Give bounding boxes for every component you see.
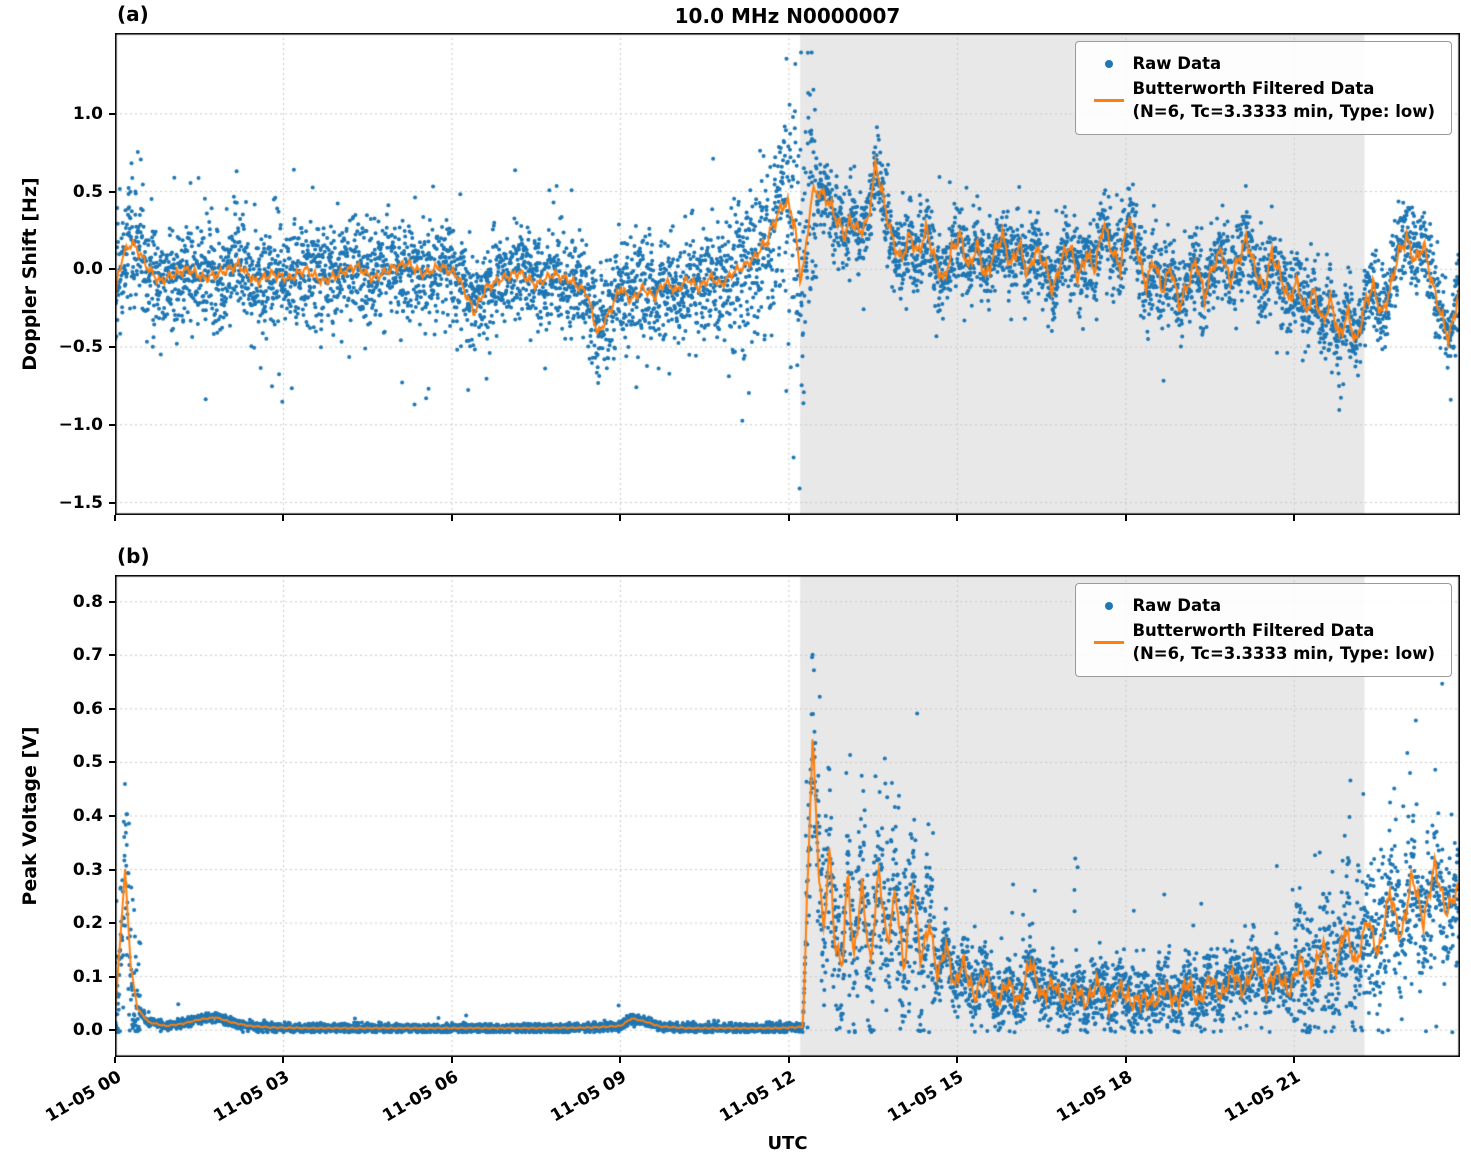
- legend-raw-entry: Raw Data: [1086, 53, 1435, 76]
- y-tick-label: 0.3: [72, 859, 103, 880]
- x-tick-mark: [619, 515, 622, 521]
- x-tick-label: 11-05 21: [1221, 1067, 1305, 1127]
- y-tick-label: 0.4: [72, 806, 103, 826]
- y-tick-mark: [109, 975, 115, 978]
- y-tick-label: 0.0: [72, 1020, 103, 1041]
- filtered-line-icon: [1086, 99, 1132, 103]
- doppler-shift-axis-label: Doppler Shift [Hz]: [19, 177, 41, 371]
- legend-filtered-entry: Butterworth Filtered Data (N=6, Tc=3.333…: [1086, 620, 1435, 666]
- raw-data-dot-icon: [1086, 60, 1132, 69]
- x-tick-mark: [787, 1057, 790, 1063]
- utc-axis-label: UTC: [767, 1133, 808, 1154]
- legend-filtered-sublabel: (N=6, Tc=3.3333 min, Type: low): [1132, 643, 1435, 663]
- legend-filtered-sublabel: (N=6, Tc=3.3333 min, Type: low): [1132, 101, 1435, 121]
- y-tick-label: −1.5: [58, 492, 103, 513]
- legend-raw-label: Raw Data: [1132, 596, 1222, 615]
- y-tick-mark: [109, 346, 115, 349]
- x-tick-label: 11-05 12: [716, 1067, 799, 1127]
- y-tick-mark: [109, 707, 115, 710]
- y-tick-mark: [109, 112, 115, 115]
- x-tick-mark: [450, 1057, 453, 1063]
- y-tick-label: 0.5: [72, 752, 103, 773]
- y-tick-mark: [109, 501, 115, 504]
- peak-voltage-axis-label: Peak Voltage [V]: [19, 726, 41, 906]
- legend-filtered-label: Butterworth Filtered Data: [1132, 620, 1375, 640]
- y-tick-mark: [109, 922, 115, 925]
- x-tick-mark: [1124, 1057, 1127, 1063]
- legend-raw-entry: Raw Data: [1086, 595, 1435, 618]
- x-tick-mark: [787, 515, 790, 521]
- y-tick-mark: [109, 190, 115, 193]
- y-tick-mark: [109, 654, 115, 657]
- y-tick-label: 0.0: [72, 259, 103, 280]
- y-tick-label: 1.0: [72, 103, 103, 124]
- x-tick-mark: [1293, 1057, 1296, 1063]
- x-tick-label: 11-05 18: [1053, 1067, 1136, 1127]
- x-tick-mark: [956, 1057, 959, 1063]
- raw-data-dot-icon: [1086, 602, 1132, 611]
- legend-filtered-entry: Butterworth Filtered Data (N=6, Tc=3.333…: [1086, 78, 1435, 124]
- x-tick-mark: [619, 1057, 622, 1063]
- x-tick-mark: [1293, 515, 1296, 521]
- y-tick-mark: [109, 600, 115, 603]
- legend-panel-b: Raw Data Butterworth Filtered Data (N=6,…: [1075, 583, 1452, 678]
- y-tick-mark: [109, 268, 115, 271]
- y-tick-mark: [109, 423, 115, 426]
- x-tick-label: 11-05 06: [379, 1067, 462, 1127]
- figure-title: 10.0 MHz N0000007: [674, 4, 901, 28]
- x-tick-mark: [956, 515, 959, 521]
- panel-b-label: (b): [117, 544, 150, 568]
- legend-panel-a: Raw Data Butterworth Filtered Data (N=6,…: [1075, 41, 1452, 136]
- x-tick-mark: [282, 1057, 285, 1063]
- y-tick-mark: [109, 815, 115, 817]
- x-tick-mark: [450, 515, 453, 521]
- y-tick-label: 0.8: [72, 591, 103, 612]
- x-tick-label: 11-05 03: [210, 1067, 294, 1127]
- y-tick-label: 0.2: [72, 913, 103, 934]
- x-tick-label: 11-05 09: [547, 1067, 631, 1127]
- filtered-line-icon: [1086, 641, 1132, 645]
- x-tick-mark: [282, 515, 285, 521]
- legend-raw-label: Raw Data: [1132, 54, 1222, 73]
- y-tick-label: 0.1: [72, 966, 103, 987]
- y-tick-mark: [109, 761, 115, 764]
- panel-a-label: (a): [117, 2, 149, 26]
- legend-filtered-label: Butterworth Filtered Data: [1132, 78, 1375, 98]
- y-tick-label: −0.5: [58, 337, 103, 358]
- y-tick-label: 0.5: [72, 181, 103, 202]
- y-tick-label: 0.7: [72, 645, 103, 666]
- x-tick-label: 11-05 15: [884, 1067, 968, 1127]
- x-tick-mark: [1124, 515, 1127, 521]
- y-tick-mark: [109, 868, 115, 871]
- x-tick-mark: [114, 1057, 116, 1063]
- y-tick-mark: [109, 1029, 115, 1032]
- x-tick-label: 11-05 00: [42, 1067, 125, 1127]
- y-tick-label: −1.0: [58, 414, 103, 435]
- y-tick-label: 0.6: [72, 698, 103, 719]
- x-tick-mark: [114, 515, 116, 521]
